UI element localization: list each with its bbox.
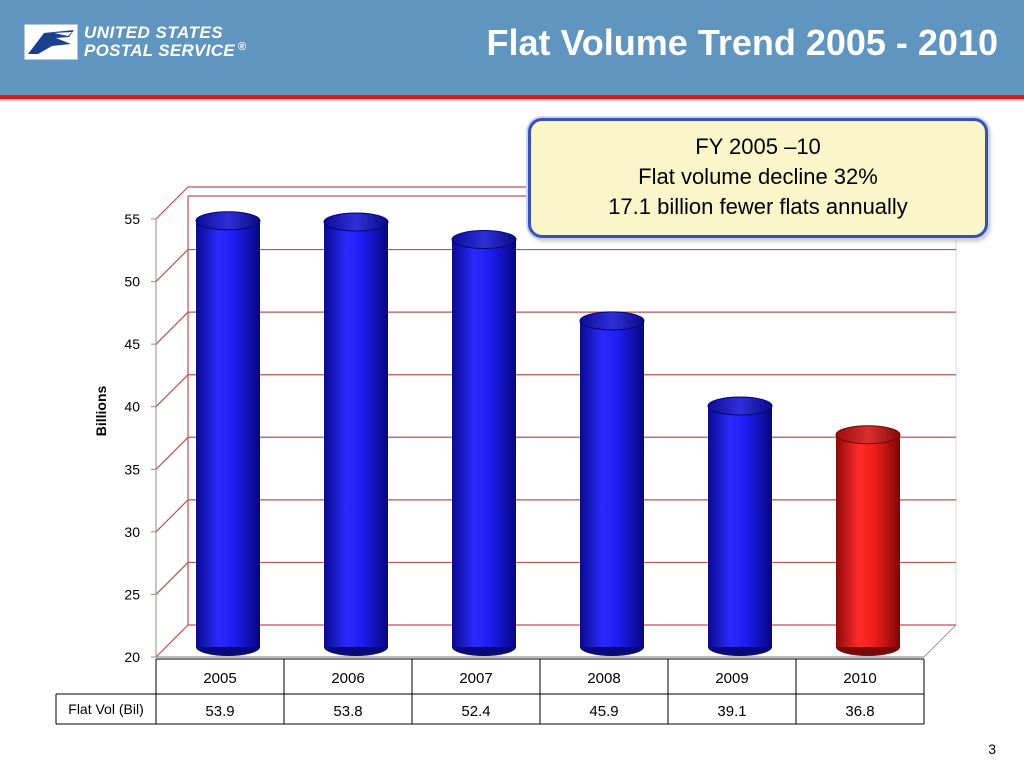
header-divider-shadow bbox=[0, 99, 1024, 101]
x-tick-label: 2009 bbox=[715, 670, 748, 687]
bar-2010 bbox=[835, 425, 901, 656]
data-label: 53.9 bbox=[205, 703, 234, 720]
bar-body bbox=[196, 220, 260, 647]
bar-body bbox=[580, 320, 644, 647]
registered-mark: ® bbox=[237, 41, 247, 53]
y-axis-title: Billions bbox=[93, 386, 109, 437]
y-tick-label: 35 bbox=[124, 461, 140, 477]
gridline-depth bbox=[155, 436, 189, 470]
bar-top bbox=[195, 211, 261, 231]
page-title: Flat Volume Trend 2005 - 2010 bbox=[486, 22, 998, 63]
bar-top bbox=[451, 230, 517, 250]
x-tick-label: 2010 bbox=[843, 670, 876, 687]
data-label: 52.4 bbox=[461, 703, 490, 720]
data-label: 53.8 bbox=[333, 703, 362, 720]
y-tick-label: 20 bbox=[124, 649, 140, 665]
bar-top bbox=[323, 212, 389, 232]
data-label: 36.8 bbox=[845, 703, 874, 720]
gridline-depth bbox=[155, 499, 189, 533]
bar-2007 bbox=[451, 230, 517, 656]
bar-2005 bbox=[195, 211, 261, 656]
callout-line1: FY 2005 –10 bbox=[695, 134, 821, 159]
summary-callout: FY 2005 –10 Flat volume decline 32% 17.1… bbox=[528, 118, 988, 238]
gridline-depth bbox=[155, 624, 189, 658]
bar-body bbox=[452, 239, 516, 647]
data-table: 2005 53.9 2006 53.8 2007 52.4 2008 45.9 2009 39.1… bbox=[55, 658, 925, 725]
x-tick-label: 2008 bbox=[587, 670, 620, 687]
y-tick-label: 30 bbox=[124, 524, 140, 540]
series-name-label: Flat Vol (Bil) bbox=[68, 701, 143, 717]
gridline-depth bbox=[155, 249, 189, 282]
y-tick-label: 50 bbox=[124, 274, 140, 290]
bar-2009 bbox=[707, 396, 773, 656]
y-tick-label: 40 bbox=[124, 399, 140, 415]
y-tick-label: 45 bbox=[124, 336, 140, 352]
x-tick-label: 2007 bbox=[459, 670, 492, 687]
slide-header bbox=[0, 0, 1024, 95]
header-divider bbox=[0, 95, 1024, 99]
slide-number: 3 bbox=[988, 741, 996, 757]
bar-body bbox=[836, 434, 900, 647]
y-tick-label: 55 bbox=[124, 211, 140, 227]
gridline-depth bbox=[155, 374, 189, 408]
axis-layer: 20 25 30 35 40 45 50 55 bbox=[124, 211, 157, 665]
floor-right-edge bbox=[923, 624, 957, 658]
logo-text-line2-label: POSTAL SERVICE bbox=[84, 41, 235, 60]
data-label: 39.1 bbox=[717, 703, 746, 720]
callout-line2: Flat volume decline 32% bbox=[638, 164, 878, 189]
callout-line3: 17.1 billion fewer flats annually bbox=[608, 194, 908, 219]
bar-body bbox=[324, 222, 388, 647]
gridline-depth bbox=[155, 311, 189, 345]
bar-top bbox=[835, 425, 901, 445]
gridline-depth bbox=[155, 186, 189, 220]
data-label: 45.9 bbox=[589, 703, 618, 720]
bar-2008 bbox=[579, 311, 645, 656]
logo-text-line2: POSTAL SERVICE ® bbox=[84, 41, 246, 61]
x-tick-label: 2005 bbox=[203, 670, 236, 687]
usps-logo: UNITED STATES POSTAL SERVICE ® bbox=[24, 22, 264, 64]
gridline-depth bbox=[155, 562, 189, 595]
bar-top bbox=[579, 311, 645, 331]
logo-text-line1: UNITED STATES bbox=[84, 23, 224, 42]
x-tick-label: 2006 bbox=[331, 670, 364, 687]
bar-body bbox=[708, 405, 772, 647]
eagle-logo-icon bbox=[24, 24, 78, 60]
bars-layer bbox=[195, 211, 901, 656]
y-tick-label: 25 bbox=[124, 586, 140, 602]
bar-2006 bbox=[323, 212, 389, 656]
bar-top bbox=[707, 396, 773, 416]
